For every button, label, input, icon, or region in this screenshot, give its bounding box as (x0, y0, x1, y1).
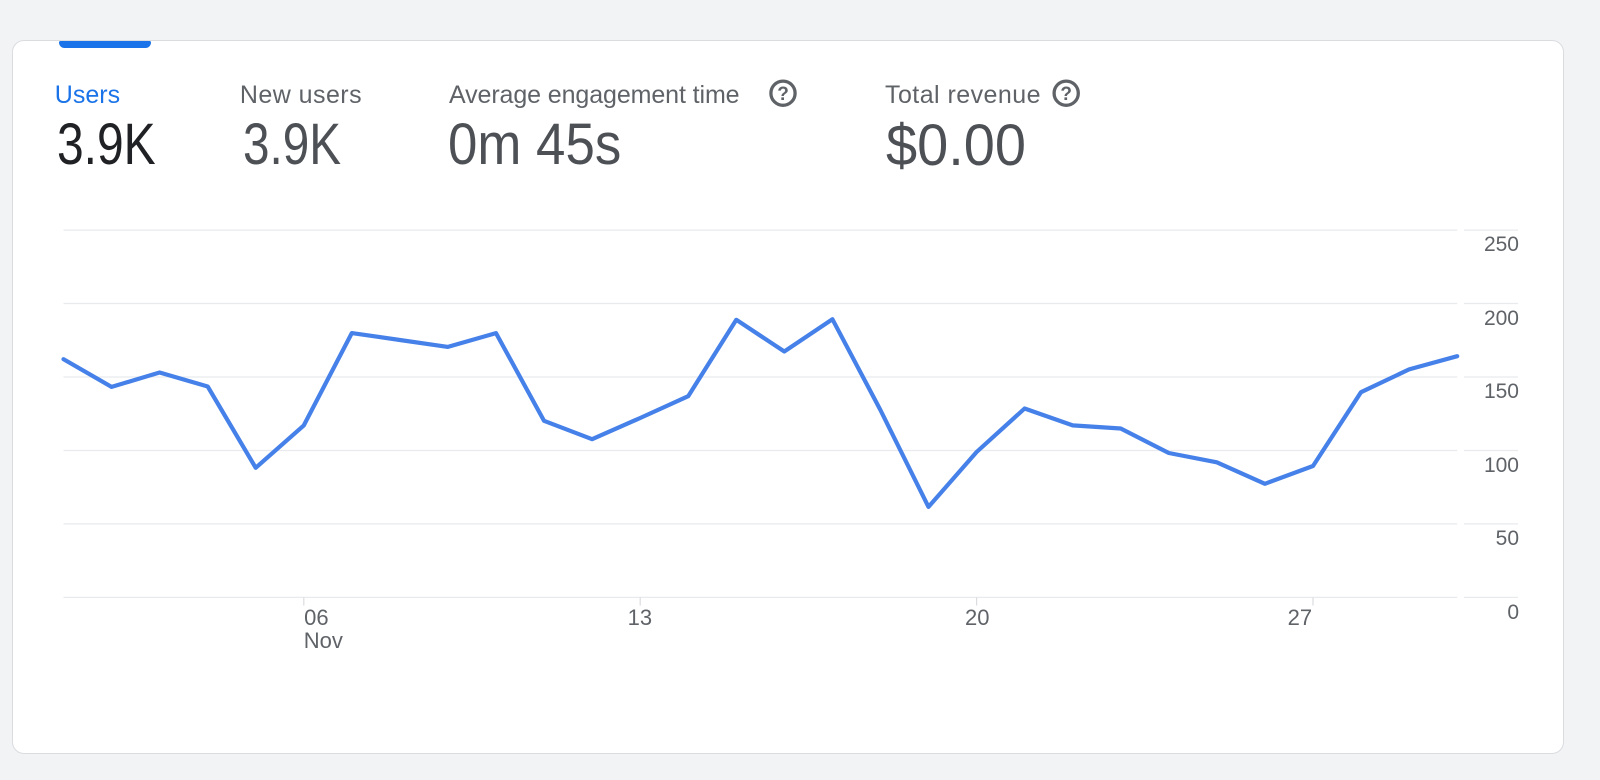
svg-text:?: ? (1060, 84, 1072, 105)
svg-text:?: ? (777, 84, 789, 105)
